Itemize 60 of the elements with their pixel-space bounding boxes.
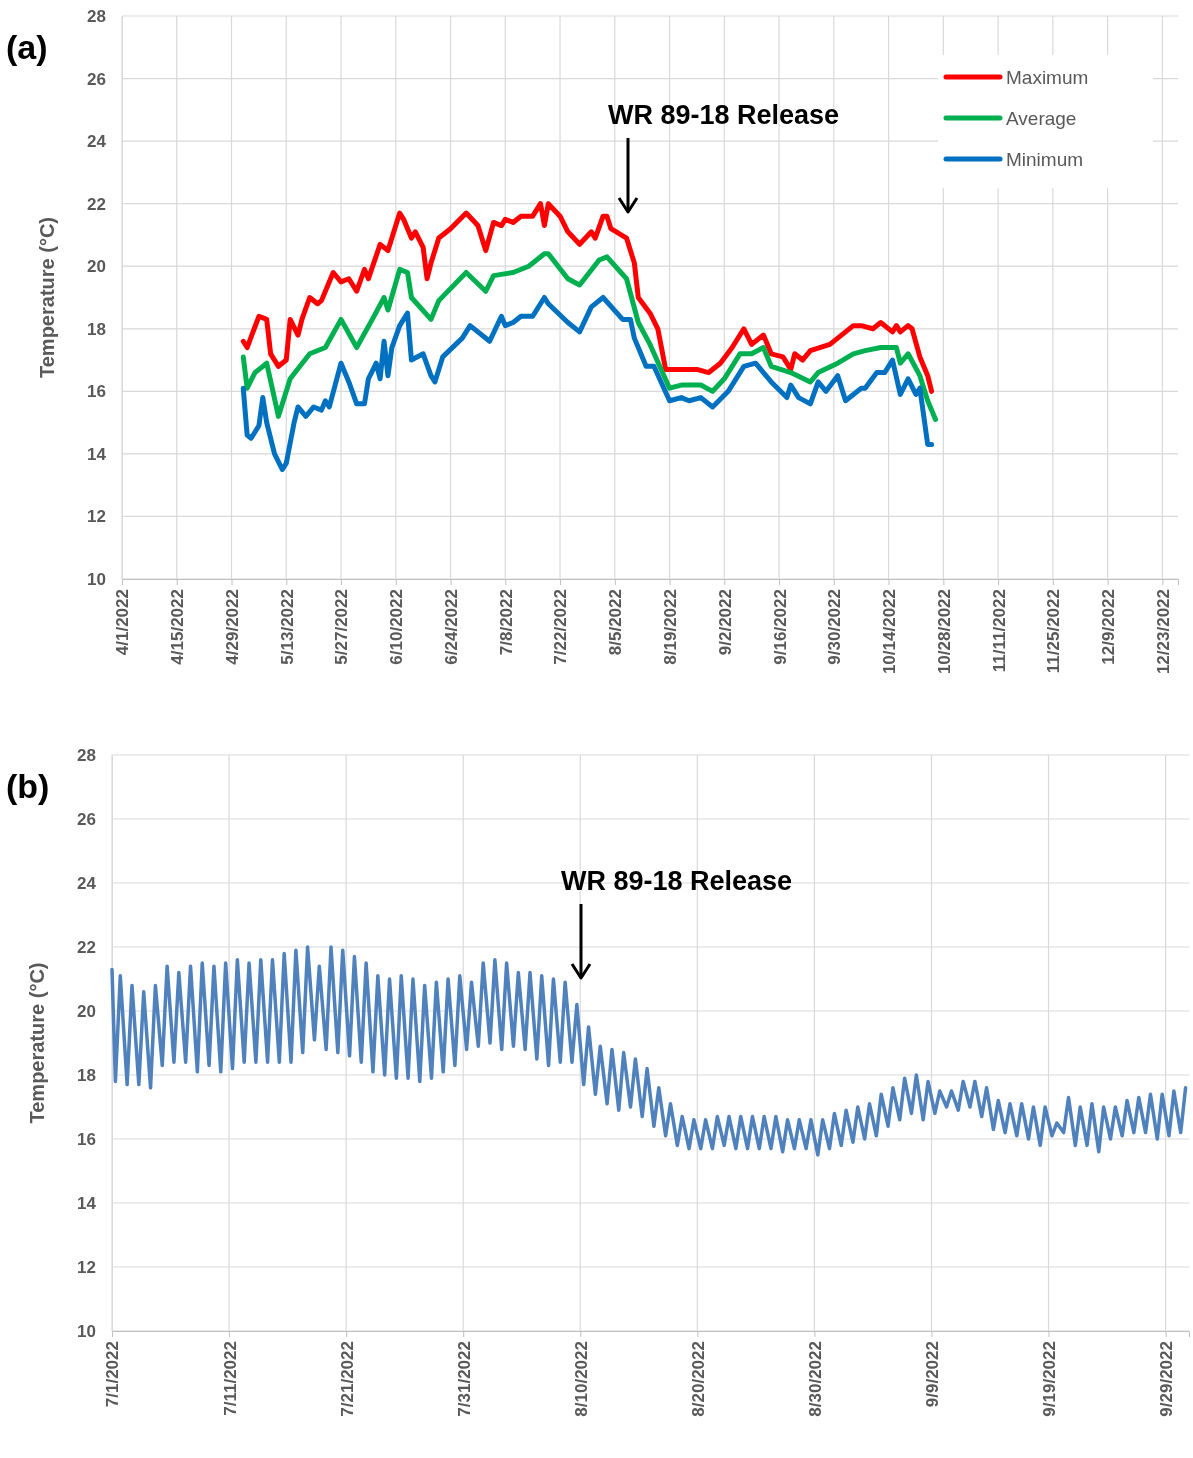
x-tick-label: 6/10/2022 bbox=[387, 589, 407, 665]
y-tick-label: 14 bbox=[77, 1193, 97, 1213]
legend-label: Average bbox=[1006, 107, 1077, 129]
annotation: WR 89-18 Release bbox=[608, 100, 840, 130]
x-tick-label: 8/5/2022 bbox=[606, 589, 626, 656]
x-tick-label: 4/1/2022 bbox=[113, 589, 133, 656]
x-tick-label: 4/29/2022 bbox=[222, 589, 242, 665]
y-tick-label: 20 bbox=[77, 1001, 96, 1021]
x-tick-label: 7/8/2022 bbox=[496, 589, 516, 656]
x-tick-label: 11/11/2022 bbox=[989, 589, 1009, 673]
x-tick-label: 10/14/2022 bbox=[880, 589, 900, 675]
x-tick-label: 4/15/2022 bbox=[168, 589, 188, 665]
y-tick-label: 18 bbox=[87, 319, 106, 339]
y-tick-label: 10 bbox=[87, 569, 106, 589]
x-tick-label: 7/11/2022 bbox=[220, 1341, 240, 1416]
x-tick-label: 8/30/2022 bbox=[805, 1341, 825, 1417]
x-tick-label: 5/13/2022 bbox=[277, 589, 297, 665]
legend-label: Minimum bbox=[1006, 148, 1084, 170]
x-tick-label: 12/9/2022 bbox=[1099, 589, 1119, 665]
y-tick-label: 10 bbox=[77, 1321, 96, 1341]
chart-title: (b) bbox=[6, 767, 50, 805]
y-tick-label: 24 bbox=[77, 873, 97, 893]
x-tick-label: 8/19/2022 bbox=[661, 589, 681, 665]
x-tick-label: 7/22/2022 bbox=[551, 589, 571, 665]
y-tick-label: 24 bbox=[87, 132, 107, 152]
y-tick-label: 22 bbox=[87, 194, 106, 214]
y-axis-title: Temperature (°C) bbox=[26, 962, 48, 1124]
y-axis-title: Temperature (°C) bbox=[36, 217, 58, 378]
y-tick-label: 16 bbox=[87, 382, 106, 402]
x-tick-label: 11/25/2022 bbox=[1044, 589, 1064, 674]
y-tick-label: 26 bbox=[77, 809, 96, 829]
legend-label: Maximum bbox=[1006, 66, 1089, 88]
x-tick-label: 10/28/2022 bbox=[934, 589, 954, 675]
y-tick-label: 22 bbox=[77, 937, 96, 957]
y-tick-label: 28 bbox=[77, 745, 96, 765]
annotation: WR 89-18 Release bbox=[561, 866, 793, 896]
x-tick-label: 8/20/2022 bbox=[688, 1341, 708, 1417]
x-tick-label: 6/24/2022 bbox=[441, 589, 461, 665]
x-tick-label: 5/27/2022 bbox=[332, 589, 352, 665]
y-tick-label: 18 bbox=[77, 1065, 96, 1085]
y-tick-label: 16 bbox=[77, 1129, 96, 1149]
y-tick-label: 14 bbox=[87, 444, 107, 464]
x-tick-label: 9/2/2022 bbox=[715, 589, 735, 656]
x-tick-label: 9/9/2022 bbox=[922, 1341, 942, 1408]
y-tick-label: 12 bbox=[77, 1257, 96, 1277]
x-tick-label: 9/30/2022 bbox=[825, 589, 845, 665]
line-series bbox=[110, 945, 1188, 1157]
x-tick-label: 9/16/2022 bbox=[770, 589, 790, 665]
x-tick-label: 7/31/2022 bbox=[454, 1341, 474, 1417]
x-tick-label: 7/21/2022 bbox=[337, 1341, 357, 1417]
y-tick-label: 20 bbox=[87, 257, 106, 277]
chart-title: (a) bbox=[6, 28, 48, 66]
y-tick-label: 12 bbox=[87, 507, 106, 527]
x-tick-label: 8/10/2022 bbox=[571, 1341, 591, 1417]
y-tick-label: 28 bbox=[87, 6, 106, 26]
x-tick-label: 12/23/2022 bbox=[1153, 589, 1173, 675]
x-tick-label: 7/1/2022 bbox=[103, 1341, 123, 1408]
y-tick-label: 26 bbox=[87, 69, 106, 89]
x-tick-label: 9/19/2022 bbox=[1039, 1341, 1059, 1417]
x-tick-label: 9/29/2022 bbox=[1157, 1341, 1177, 1417]
